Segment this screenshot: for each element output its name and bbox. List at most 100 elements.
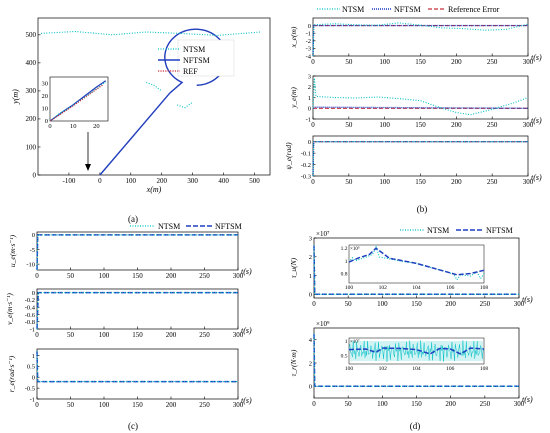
x-axis-label: t(s) xyxy=(241,396,252,405)
x-tick-label: 150 xyxy=(415,178,426,186)
y-axis-label: τ_u(N) xyxy=(289,257,298,278)
y-tick-label: -0.2 xyxy=(301,162,311,169)
y-tick-label: 0 xyxy=(309,292,312,299)
tau-u-plot: 0 50 100 150 200 250 300 3 2 1 0 t(s) τ_u(N) ×10⁷ 100 1… xyxy=(289,230,533,308)
y-tick-label: 0 xyxy=(308,23,311,30)
y-tick-label: -0.2 xyxy=(25,297,35,304)
legend-a: NTSM NFTSM REF xyxy=(158,39,235,77)
legend-label-ref: REF xyxy=(183,67,198,76)
x-tick-label: 0 xyxy=(312,300,316,308)
y-axis-label: y(m) xyxy=(11,89,20,105)
inset-exponent: ×10⁵ xyxy=(350,246,360,252)
x-tick-label: 0 xyxy=(35,401,39,409)
x-tick-label: 300 xyxy=(523,121,534,129)
inset-series-nftsm xyxy=(348,347,485,355)
inset-x-tick-label: 104 xyxy=(412,285,421,291)
psie-plot: 0 50 100 150 200 250 300 0 -0.1 -0.2 -0.3 t(s) ψ_e(r… xyxy=(284,135,542,186)
x-tick-label: 50 xyxy=(345,58,353,66)
series-ntsm xyxy=(312,22,529,57)
x-tick-label: 200 xyxy=(166,331,177,339)
x-tick-label: 250 xyxy=(480,400,491,408)
y-tick-label: 200 xyxy=(26,115,37,123)
inset-x-tick-label: 108 xyxy=(480,285,489,291)
x-tick-label: 150 xyxy=(411,400,422,408)
y-tick-label: -0.1 xyxy=(301,150,311,157)
x-tick-label: 300 xyxy=(233,401,244,409)
x-tick-label: 50 xyxy=(345,178,353,186)
x-tick-label: 200 xyxy=(156,177,167,185)
series-nftsm xyxy=(312,24,528,57)
x-tick-label: 50 xyxy=(67,401,75,409)
x-tick-label: 250 xyxy=(487,58,498,66)
x-tick-label: 300 xyxy=(233,331,244,339)
x-tick-label: 250 xyxy=(480,300,491,308)
y-tick-label: -0.4 xyxy=(25,304,36,311)
x-tick-label: 100 xyxy=(99,401,110,409)
x-tick-label: 250 xyxy=(487,121,498,129)
axes-frame xyxy=(312,17,529,57)
series-ntsm xyxy=(36,351,238,383)
inset-x-tick-label: 104 xyxy=(412,366,421,372)
inset-x-tick-label: 108 xyxy=(480,366,489,372)
inset-x-tick-label: 106 xyxy=(446,285,455,291)
axes-frame xyxy=(312,135,529,177)
x-tick-label: 150 xyxy=(132,331,143,339)
y-tick-label: 0 xyxy=(309,384,312,391)
y-tick-label: -1 xyxy=(306,31,311,38)
x-tick-label: 150 xyxy=(415,58,426,66)
y-tick-label: -0.3 xyxy=(301,173,311,180)
inset-x-tick-label: 10 xyxy=(70,123,77,130)
x-tick-label: 250 xyxy=(199,272,210,280)
series-ntsm xyxy=(146,81,163,92)
x-tick-label: 250 xyxy=(199,331,210,339)
legend-box xyxy=(177,39,235,77)
legend-label-nftsm: NFTSM xyxy=(394,5,421,14)
axis-exponent: ×10⁷ xyxy=(316,230,330,238)
legend-label-nftsm: NFTSM xyxy=(486,226,513,235)
y-tick-label: -2 xyxy=(306,38,311,45)
y-tick-label: -3 xyxy=(306,46,311,53)
x-axis-label: t(s) xyxy=(522,295,533,304)
inset-series-ntsm xyxy=(348,245,485,281)
y-tick-label: 2 xyxy=(309,254,312,261)
y-axis-label: y_e(m) xyxy=(289,87,298,109)
y-axis-label: ψ_e(rad) xyxy=(284,142,293,170)
x-axis-label: t(s) xyxy=(531,53,542,62)
y-tick-label: -1 xyxy=(30,396,35,403)
x-tick-label: 50 xyxy=(345,300,353,308)
x-tick-label: 300 xyxy=(523,58,534,66)
legend-label-ntsm: NTSM xyxy=(158,222,180,231)
inset-y-tick-label: 30 xyxy=(42,80,49,87)
inset-x-tick-label: 102 xyxy=(379,366,388,372)
x-tick-label: 50 xyxy=(345,400,353,408)
y-tick-label: 2 xyxy=(309,360,312,367)
y-tick-label: 1 xyxy=(309,273,312,280)
inset-x-tick-label: 106 xyxy=(446,366,455,372)
legend-label-nftsm: NFTSM xyxy=(215,222,242,231)
panel-label-d: (d) xyxy=(410,421,421,431)
y-axis-label: v_e(m·s⁻¹) xyxy=(5,293,14,325)
x-axis-label: t(s) xyxy=(241,326,252,335)
y-tick-label: 2 xyxy=(308,84,311,91)
panel-a: -100 0 100 200 300 400 5000100200300400500x(m)… xyxy=(11,17,271,224)
inset-y-tick-label: 1.2 xyxy=(341,246,348,252)
y-tick-label: 0 xyxy=(308,139,311,146)
panel-label-b: (b) xyxy=(417,204,428,214)
x-tick-label: 50 xyxy=(67,272,75,280)
x-tick-label: 100 xyxy=(377,400,388,408)
y-tick-label: 300 xyxy=(26,87,37,95)
series-ntsm xyxy=(177,101,194,109)
x-axis-label: t(s) xyxy=(522,395,533,404)
x-axis-label: x(m) xyxy=(146,185,162,194)
x-tick-label: 500 xyxy=(249,177,260,185)
x-tick-label: 0 xyxy=(98,177,102,185)
inset-series-nftsm xyxy=(348,247,485,276)
re-plot: 0 50 100 150 200 250 300 1 0.5 0 -0.5 -1 t(s) r_e(rad… xyxy=(7,348,252,409)
y-tick-label: 100 xyxy=(26,143,37,151)
axes-frame xyxy=(36,231,239,271)
y-tick-label: 3 xyxy=(308,73,311,80)
panel-label-a: (a) xyxy=(128,214,138,224)
